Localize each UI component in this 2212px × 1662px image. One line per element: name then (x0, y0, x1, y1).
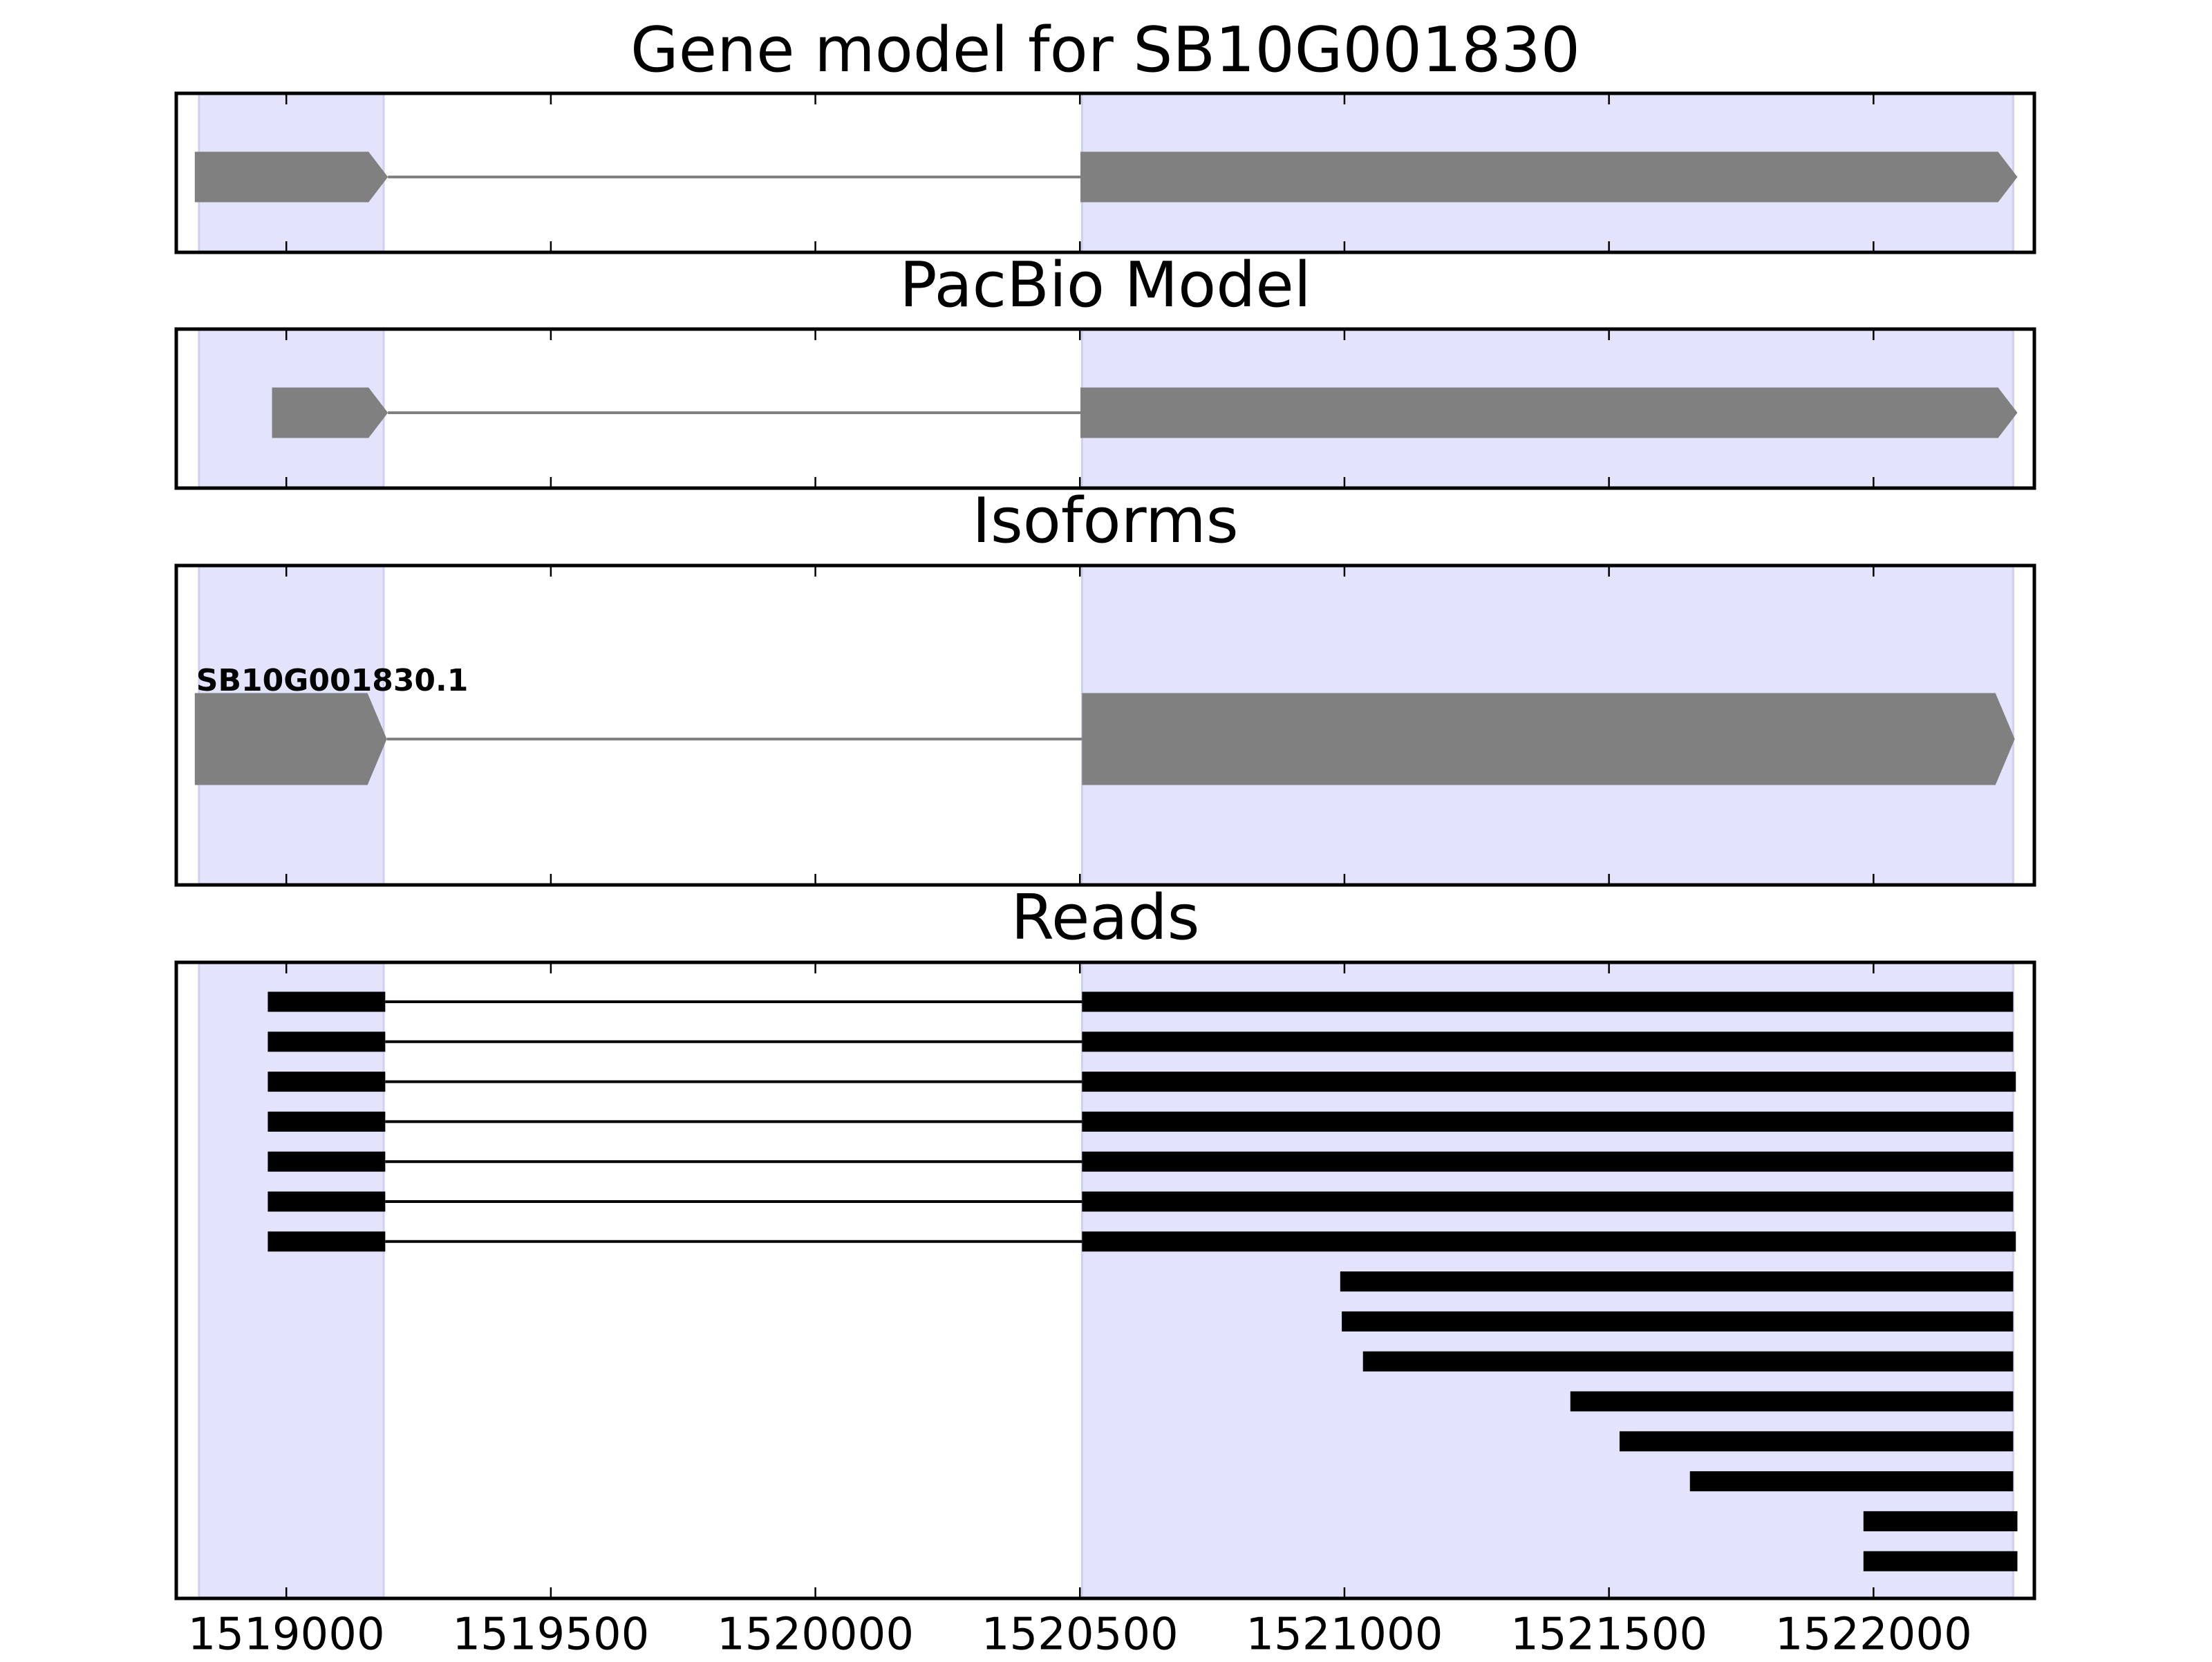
read-block (268, 1191, 386, 1212)
read-block (268, 1031, 386, 1052)
x-tick-label: 1522000 (1775, 1609, 1972, 1659)
panel-frame (174, 563, 2036, 887)
exon (194, 151, 388, 203)
read-block (1570, 1391, 2014, 1412)
x-tick-label: 1520000 (717, 1609, 914, 1659)
panel-title: Reads (1011, 881, 1199, 954)
exon-region (198, 961, 385, 1600)
read-block (1082, 1111, 2014, 1132)
read-block (268, 1111, 386, 1132)
exon (194, 693, 387, 785)
x-tick-label: 1520500 (982, 1609, 1179, 1659)
x-tick-label: 1521000 (1246, 1609, 1443, 1659)
read-block (1863, 1511, 2018, 1531)
panel-frame (174, 327, 2036, 490)
x-tick-label: 1521500 (1510, 1609, 1707, 1659)
read-block (1082, 1191, 2014, 1212)
x-tick-label: 1519500 (452, 1609, 649, 1659)
read-block (1619, 1431, 2014, 1452)
exon (1080, 387, 2018, 438)
read-block (1082, 1231, 2016, 1252)
exon (1080, 151, 2018, 203)
x-tick-label: 1519000 (188, 1609, 385, 1659)
read-block (1340, 1271, 2014, 1292)
read-block (268, 991, 386, 1012)
read-block (1689, 1471, 2014, 1492)
exon (1082, 693, 2015, 785)
read-block (1082, 1031, 2014, 1052)
read-block (268, 1151, 386, 1172)
read-block (268, 1072, 386, 1092)
read-block (1082, 1072, 2016, 1092)
read-block (1082, 991, 2014, 1012)
exon (272, 387, 388, 438)
panel-title: PacBio Model (899, 249, 1311, 321)
panel-frame (174, 91, 2036, 254)
panel-frame (174, 960, 2036, 1600)
panel-title: Isoforms (972, 485, 1238, 557)
read-block (268, 1231, 386, 1252)
read-block (1082, 1151, 2014, 1172)
read-block (1342, 1311, 2014, 1332)
read-block (1863, 1551, 2018, 1571)
read-block (1362, 1351, 2014, 1372)
panel-title: Gene model for SB10G001830 (630, 14, 1580, 86)
isoform-label: SB10G001830.1 (196, 663, 469, 698)
